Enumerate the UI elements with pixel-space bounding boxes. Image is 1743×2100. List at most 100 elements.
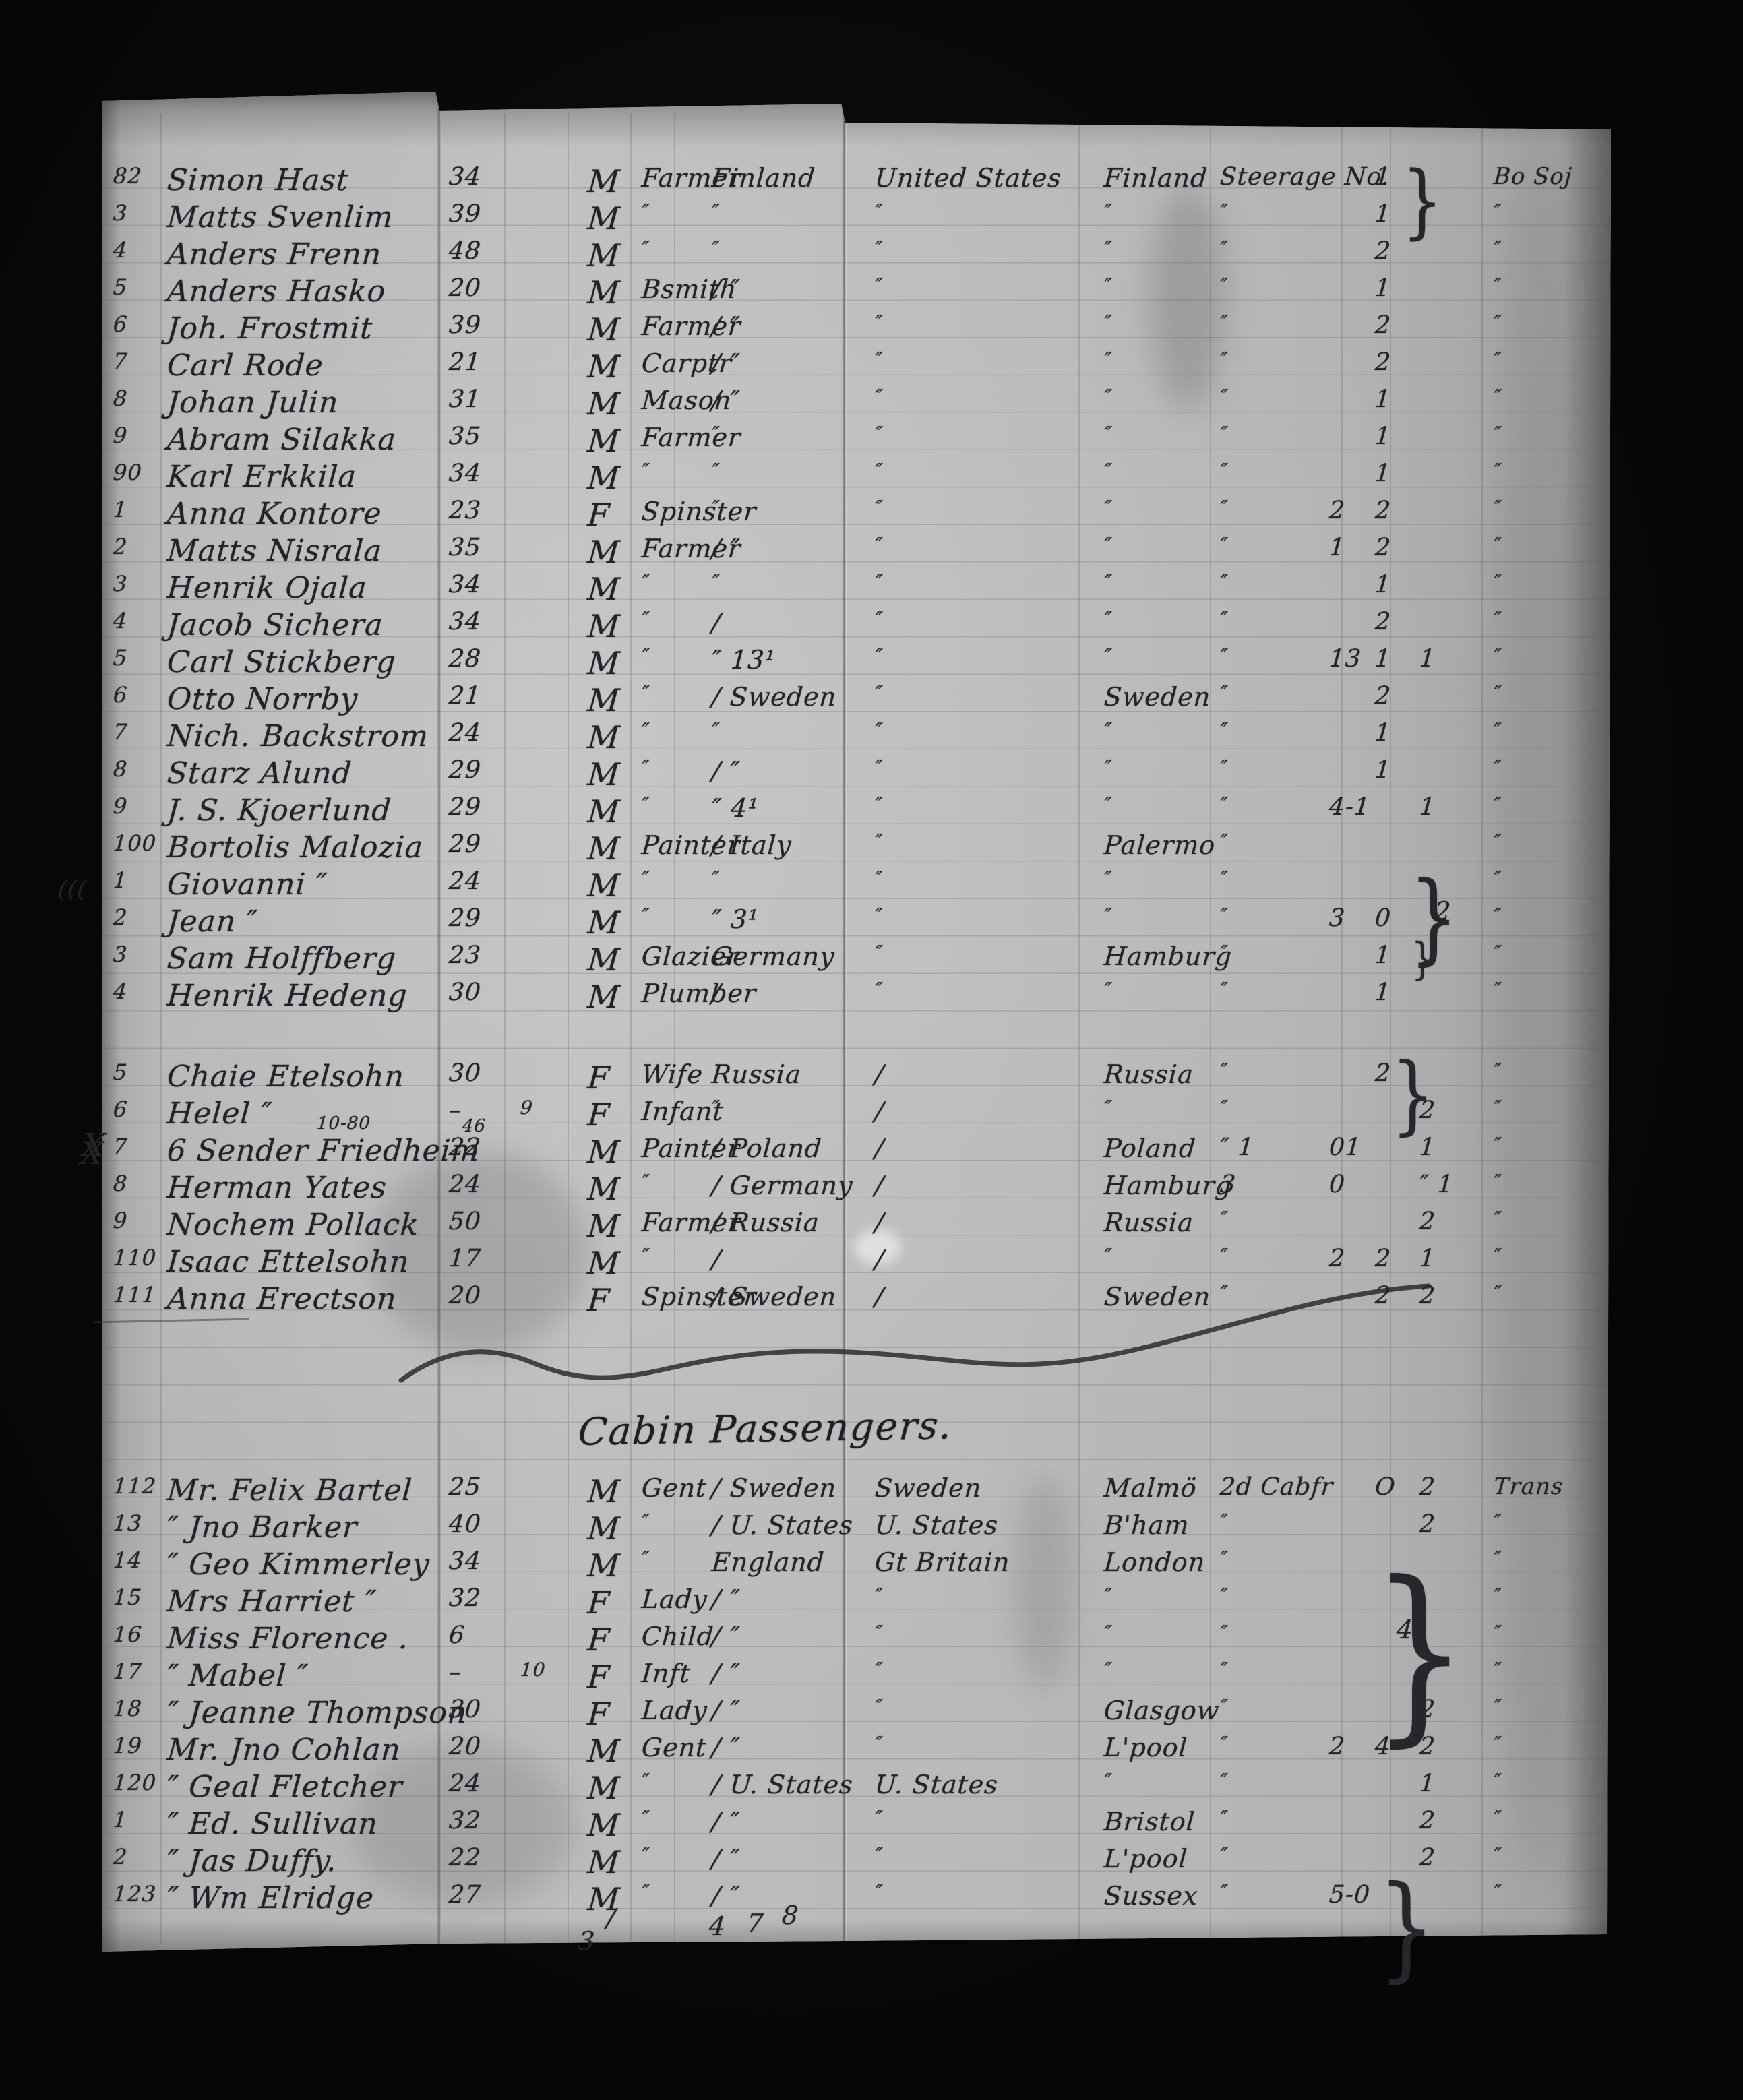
row-number: 4 [112, 608, 129, 634]
last-residence: Palermo [1103, 830, 1217, 860]
last-residence: ″ [1103, 1245, 1113, 1268]
class: ″ [1219, 534, 1229, 557]
class: ″ [1219, 608, 1229, 631]
country-of-origin: ″ [710, 719, 721, 743]
remark: ″ [1492, 1097, 1503, 1120]
age: 24 [448, 1171, 483, 1198]
age: 29 [448, 756, 483, 784]
fare-amount: 13 [1328, 645, 1363, 673]
last-residence: ″ [1103, 979, 1113, 1002]
passenger-name: Mr. Jno Cohlan [166, 1733, 402, 1767]
fare-amount: 1 [1374, 163, 1393, 191]
remark: ″ [1492, 830, 1503, 854]
row-number: 9 [112, 423, 129, 448]
passenger-name: Starz Alund [166, 756, 353, 791]
row-number: 120 [112, 1770, 158, 1795]
row-number: 2 [112, 534, 129, 559]
country-of-origin: ∕ ″ [710, 1659, 741, 1688]
occupation: Wife [640, 1059, 704, 1089]
fare-amount: 2 [1374, 311, 1393, 339]
passenger-name: Giovanni ″ [166, 867, 329, 902]
passenger-name: Otto Norrby [166, 682, 359, 716]
sex: M [586, 1807, 621, 1843]
remark: ″ [1492, 534, 1503, 557]
passenger-name: Henrik Hedeng [166, 979, 409, 1013]
occupation: Inft [640, 1659, 692, 1688]
row-number: 123 [112, 1881, 158, 1907]
passenger-name: Abram Silakka [166, 423, 398, 457]
grouping-brace: } [1378, 1861, 1436, 1994]
occupation: ″ [640, 867, 651, 891]
row-number: 9 [112, 1208, 129, 1233]
row-number: 1 [112, 867, 129, 893]
class: ″ [1219, 682, 1229, 706]
country-of-origin: ∕ Germany [710, 1171, 855, 1200]
occupation: ″ [640, 719, 651, 743]
remark: ″ [1492, 719, 1503, 743]
row-number: 13 [112, 1510, 144, 1536]
last-residence: London [1103, 1547, 1206, 1577]
remark: ″ [1492, 311, 1503, 335]
last-residence: L'pool [1103, 1844, 1189, 1874]
row-number: 5 [112, 1059, 129, 1085]
destination: ∕ [874, 1171, 886, 1200]
row-number: 4 [112, 979, 129, 1004]
count: 2 [1418, 1510, 1437, 1538]
occupation: ″ [640, 904, 651, 928]
class: ″ [1219, 200, 1229, 224]
row-number: 15 [112, 1584, 144, 1610]
age: 20 [448, 1282, 483, 1309]
last-residence: ″ [1103, 423, 1113, 446]
sex: M [586, 793, 621, 830]
country-of-origin: Germany [710, 941, 836, 971]
sex: F [586, 1059, 611, 1096]
remark: ″ [1492, 274, 1503, 298]
fare-amount: 2 [1374, 608, 1393, 636]
age: 27 [448, 1881, 483, 1909]
occupation: Lady [640, 1584, 709, 1614]
fare-amount: 1 [1328, 534, 1347, 561]
class: ″ [1219, 1584, 1229, 1608]
row-number: 7 [112, 348, 129, 374]
last-residence: ″ [1103, 534, 1113, 557]
destination: Sweden [874, 1473, 983, 1503]
fare-amount: 1 [1374, 645, 1393, 673]
fare-amount: 1 [1374, 200, 1393, 228]
count: 2 [1418, 1807, 1437, 1834]
class: ″ [1219, 311, 1229, 335]
row-number: 112 [112, 1473, 158, 1499]
tally-figure: 7 [745, 1909, 765, 1938]
country-of-origin: ″ [710, 867, 721, 891]
passenger-name: Anna Kontore [166, 497, 384, 531]
age: 32 [448, 1807, 483, 1834]
class: ″ [1219, 1807, 1229, 1830]
country-of-origin: ∕ [710, 608, 723, 638]
sex: M [586, 460, 621, 496]
remark: ″ [1492, 348, 1503, 372]
remark: ″ [1492, 1584, 1503, 1608]
remark: ″ [1492, 1282, 1503, 1305]
passenger-name: Carl Rode [166, 348, 325, 383]
destination: ″ [874, 348, 884, 372]
age: 50 [448, 1208, 483, 1235]
sex: M [586, 163, 621, 199]
last-residence: ″ [1103, 200, 1113, 224]
age-months: 9 [519, 1097, 534, 1119]
class: 2d Cabfr [1219, 1473, 1335, 1501]
last-residence: ″ [1103, 237, 1113, 261]
destination: ″ [874, 1881, 884, 1905]
row-number: 100 [112, 830, 158, 856]
country-of-origin: Finland [710, 163, 817, 193]
sex: M [586, 682, 621, 718]
fare-amount: 3 [1328, 904, 1347, 932]
country-of-origin: ∕ ″ [710, 274, 741, 304]
class: ″ [1219, 1770, 1229, 1793]
remark: ″ [1492, 1208, 1503, 1231]
country-of-origin: ∕ ″ [710, 756, 741, 786]
sex: M [586, 1208, 621, 1244]
last-residence: Sussex [1103, 1881, 1199, 1911]
row-number: 90 [112, 460, 144, 485]
age: 35 [448, 534, 483, 561]
margin-mark: X [81, 1127, 108, 1165]
sex: M [586, 1547, 621, 1584]
